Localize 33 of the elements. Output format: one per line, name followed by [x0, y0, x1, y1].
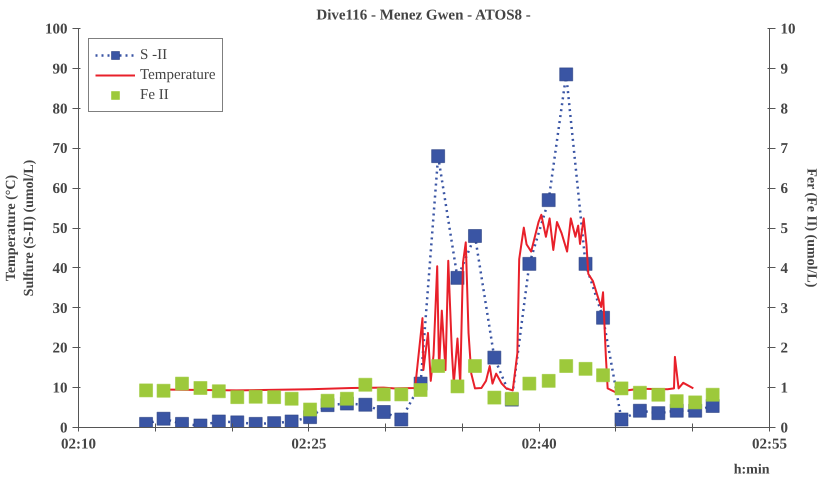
y-tick-label: 40 — [52, 260, 68, 277]
y2-tick-label: 6 — [780, 181, 788, 198]
y2-tick-label: 9 — [780, 61, 788, 78]
x-tick-label: 02:40 — [522, 436, 557, 452]
y-tick-label: 70 — [52, 141, 68, 158]
y2-tick-label: 5 — [780, 221, 788, 237]
y-tick-label: 20 — [52, 340, 68, 357]
legend-label: S -II — [140, 46, 168, 64]
y2-tick-label: 0 — [780, 420, 788, 436]
legend-label: Temperature — [140, 66, 216, 84]
y-tick-label: 30 — [52, 300, 68, 317]
y-axis-title: Temperature (°C) Sulfure (S-II) (umol/L) — [4, 159, 37, 296]
y-tick-label: 80 — [52, 101, 68, 118]
y2-tick-label: 3 — [780, 300, 788, 317]
y-tick-label: 100 — [45, 22, 68, 38]
x-axis-title: h:min — [734, 462, 770, 478]
y2-tick-label: 1 — [780, 380, 788, 397]
y-tick-label: 90 — [52, 61, 68, 78]
legend-label: Fe II — [140, 86, 169, 104]
y-tick-label: 50 — [52, 221, 68, 237]
x-tick-label: 02:10 — [61, 436, 96, 452]
x-tick-label: 02:55 — [752, 436, 787, 452]
y-tick-label: 0 — [60, 420, 68, 436]
y2-tick-label: 2 — [780, 340, 788, 357]
y2-tick-label: 8 — [780, 101, 788, 118]
y2-tick-label: 7 — [780, 141, 788, 158]
y-tick-label: 10 — [52, 380, 68, 397]
y2-axis-title: Fer (Fe II) (umol/L) — [804, 168, 818, 288]
y2-tick-label: 4 — [780, 260, 788, 277]
chart-title: Dive116 - Menez Gwen - ATOS8 - — [316, 8, 531, 24]
y2-tick-label: 10 — [780, 22, 796, 38]
y-tick-label: 60 — [52, 181, 68, 198]
x-tick-label: 02:25 — [291, 436, 326, 452]
